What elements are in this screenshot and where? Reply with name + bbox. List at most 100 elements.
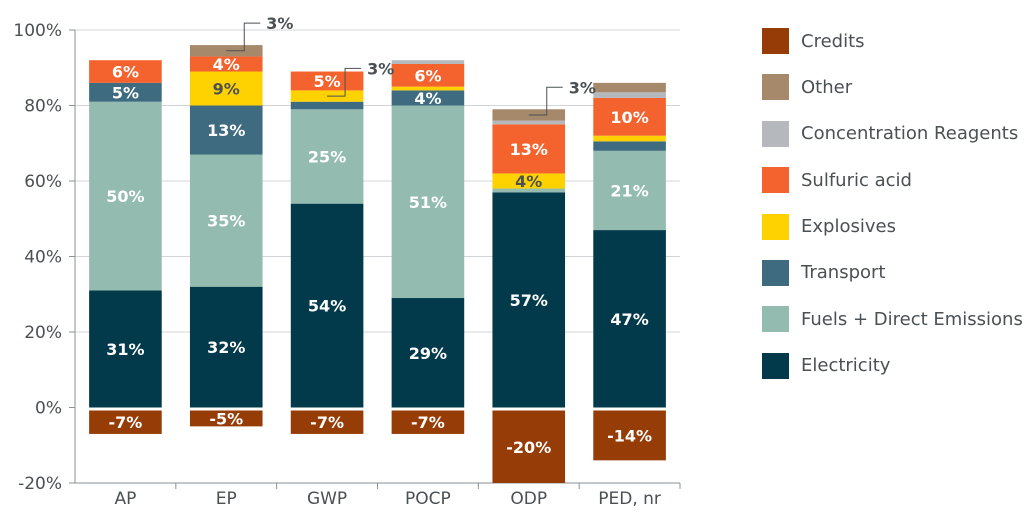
- legend-swatch: [762, 74, 789, 101]
- legend-item-credits: Credits: [762, 26, 1023, 56]
- legend-item-transport: Transport: [762, 258, 1023, 288]
- bar-segment-explosives: [290, 90, 364, 102]
- y-tick-label: 40%: [24, 248, 62, 268]
- data-label: 4%: [515, 172, 542, 191]
- annotation-leader: [327, 67, 362, 97]
- legend-swatch: [762, 28, 789, 54]
- bar-segment-electricity: [492, 192, 566, 408]
- data-label: 35%: [207, 212, 245, 231]
- legend-swatch: [762, 213, 789, 240]
- bar-segment-credits: [290, 410, 364, 434]
- bar-segment-transport: [593, 141, 666, 151]
- bar-segment-transport: [391, 90, 465, 106]
- bar-segment-fuels-direct-emissions: [492, 188, 566, 193]
- data-label: -5%: [209, 409, 243, 428]
- bar-segment-sulfuric-acid: [391, 63, 465, 87]
- legend-swatch: [762, 167, 789, 194]
- data-label: 31%: [106, 340, 144, 359]
- legend-label: Transport: [801, 262, 886, 284]
- bar-segment-fuels-direct-emissions: [593, 150, 666, 231]
- data-label: -20%: [506, 438, 551, 457]
- x-tick-label: GWP: [307, 489, 347, 509]
- data-label: 5%: [313, 72, 340, 91]
- x-tick-label: EP: [216, 489, 237, 509]
- data-label: 4%: [414, 89, 441, 108]
- legend-item-sulfuric-acid: Sulfuric acid: [762, 165, 1023, 195]
- legend-swatch: [762, 352, 789, 379]
- data-label: 9%: [213, 80, 240, 99]
- bar-segment-explosives: [189, 71, 263, 106]
- annotation-label: 3%: [569, 78, 596, 97]
- data-label: 25%: [308, 147, 346, 166]
- data-label: 54%: [308, 297, 346, 316]
- data-label: 13%: [510, 140, 548, 159]
- data-label: 50%: [106, 187, 144, 206]
- y-tick-label: 60%: [24, 172, 62, 192]
- bar-segment-sulfuric-acid: [593, 97, 666, 136]
- data-label: 10%: [610, 108, 648, 127]
- annotation-label: 3%: [266, 14, 293, 33]
- data-label: 57%: [510, 291, 548, 310]
- bar-segment-transport: [89, 82, 162, 102]
- data-label: -7%: [109, 413, 143, 432]
- legend-item-concentration-reagents: Concentration Reagents: [762, 119, 1023, 149]
- x-tick-label: POCP: [405, 489, 451, 509]
- bar-segment-concentration-reagents: [391, 60, 465, 64]
- bar-segment-explosives: [593, 135, 666, 142]
- bar-segment-explosives: [492, 173, 566, 189]
- bar-segment-fuels-direct-emissions: [290, 109, 364, 204]
- y-tick-label: 20%: [24, 323, 62, 343]
- data-label: 51%: [409, 193, 447, 212]
- bar-segment-sulfuric-acid: [89, 60, 162, 83]
- data-label: 4%: [213, 55, 240, 74]
- legend-swatch: [762, 306, 789, 333]
- data-label: 21%: [610, 181, 648, 200]
- bar-segment-fuels-direct-emissions: [189, 154, 263, 287]
- data-label: 6%: [112, 63, 139, 82]
- bar-segment-electricity: [391, 298, 465, 408]
- y-tick-label: 80%: [24, 97, 62, 117]
- bar-segment-explosives: [391, 86, 465, 91]
- data-label: 5%: [112, 83, 139, 102]
- legend-label: Sulfuric acid: [801, 169, 912, 191]
- x-tick-label: ODP: [510, 489, 547, 509]
- legend-label: Electricity: [801, 355, 891, 377]
- bar-segment-sulfuric-acid: [492, 124, 566, 174]
- bar-segment-credits: [189, 410, 263, 427]
- legend-item-other: Other: [762, 72, 1023, 102]
- data-label: 13%: [207, 121, 245, 140]
- data-label: -7%: [310, 413, 344, 432]
- bar-segment-fuels-direct-emissions: [391, 105, 465, 299]
- bar-segment-electricity: [290, 203, 364, 408]
- bar-segment-other: [593, 82, 666, 93]
- chart-legend: Credits Other Concentration Reagents Sul…: [762, 26, 1023, 397]
- y-tick-label: -20%: [18, 474, 62, 494]
- legend-label: Fuels + Direct Emissions: [801, 308, 1023, 330]
- x-tick-label: AP: [114, 489, 136, 509]
- legend-item-electricity: Electricity: [762, 351, 1023, 381]
- data-label: 32%: [207, 338, 245, 357]
- data-label: -7%: [411, 413, 445, 432]
- legend-swatch: [762, 259, 789, 286]
- bar-segment-transport: [189, 105, 263, 155]
- y-tick-label: 0%: [35, 399, 62, 419]
- bar-segment-fuels-direct-emissions: [89, 101, 162, 291]
- legend-label: Concentration Reagents: [801, 123, 1019, 145]
- annotation-label: 3%: [367, 59, 394, 78]
- legend-item-explosives: Explosives: [762, 212, 1023, 242]
- bar-segment-electricity: [189, 286, 263, 408]
- legend-label: Explosives: [801, 216, 896, 238]
- bar-segment-transport: [290, 101, 364, 110]
- legend-label: Credits: [801, 30, 865, 52]
- bar-segment-sulfuric-acid: [189, 56, 263, 72]
- bar-segment-credits: [593, 410, 666, 461]
- annotation-leader: [226, 22, 261, 52]
- bar-segment-credits: [492, 410, 566, 483]
- y-tick-label: 100%: [13, 21, 62, 41]
- legend-swatch: [762, 120, 789, 147]
- data-label: 6%: [414, 66, 441, 85]
- bar-segment-concentration-reagents: [593, 92, 666, 98]
- bar-segment-credits: [89, 410, 162, 434]
- stacked-bar-chart: -20%0%20%40%60%80%100%AP31%50%5%6%-7%EP3…: [13, 14, 681, 509]
- bar-segment-credits: [391, 410, 465, 434]
